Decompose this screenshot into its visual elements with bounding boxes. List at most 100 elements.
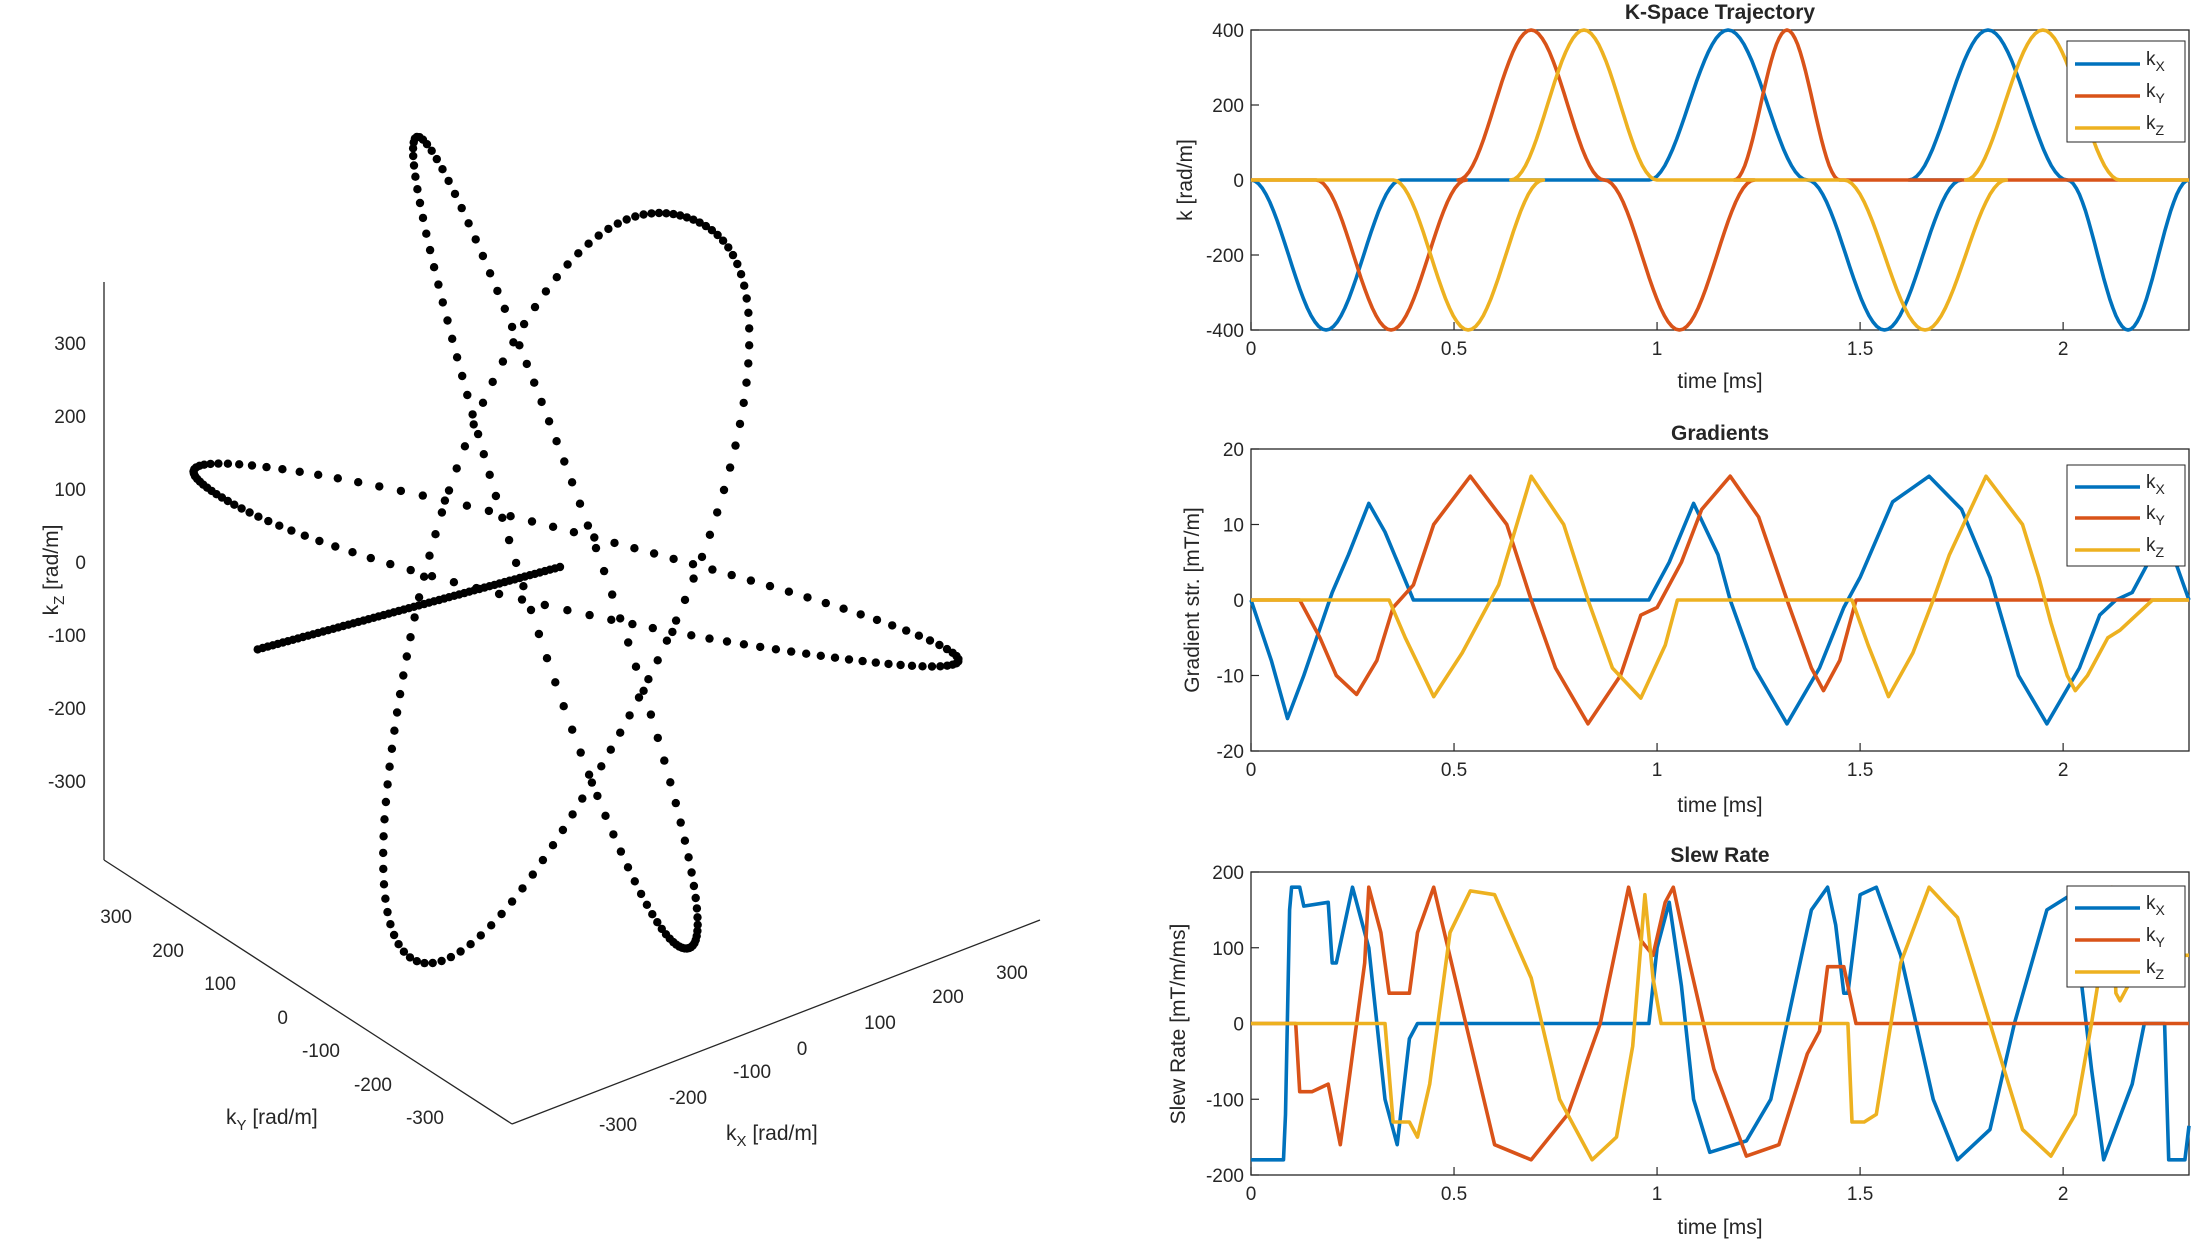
- trajectory-point: [599, 566, 609, 576]
- trajectory-point: [544, 417, 554, 426]
- trajectory-point: [223, 459, 233, 468]
- trajectory-point: [918, 662, 927, 671]
- legend-entry-kx: kX: [2146, 472, 2166, 497]
- trajectory-point: [671, 798, 680, 808]
- trajectory-point: [432, 154, 441, 164]
- trajectory-point: [206, 459, 215, 469]
- trajectory-point: [871, 658, 880, 667]
- trajectory-point: [448, 334, 457, 343]
- x-tick-label: 200: [932, 987, 964, 1008]
- trajectory-point: [692, 904, 702, 913]
- trajectory-point: [684, 853, 693, 862]
- trajectory-point: [478, 251, 488, 261]
- trajectory-point: [623, 863, 633, 872]
- trajectory-point: [314, 470, 323, 479]
- trajectory-point: [466, 940, 475, 949]
- trajectory-point: [389, 930, 399, 940]
- trajectory-point: [511, 558, 521, 568]
- trajectory-point: [498, 513, 507, 522]
- legend-box: [2066, 885, 2186, 988]
- trajectory-point: [642, 900, 652, 909]
- trajectory-point: [354, 478, 363, 487]
- trajectory-point: [558, 825, 568, 835]
- trajectory-point: [247, 461, 257, 470]
- trajectory-point: [739, 398, 748, 408]
- trajectory-point: [519, 582, 528, 591]
- trajectory-point: [437, 508, 447, 517]
- trajectory-point: [427, 146, 436, 155]
- y-tick-label: 0: [1233, 1015, 1244, 1036]
- z-tick-label: -200: [48, 699, 86, 720]
- y-tick-label: -100: [1206, 1090, 1244, 1111]
- y-tick-label: -200: [354, 1075, 392, 1096]
- trajectory-point: [530, 378, 539, 387]
- trajectory-point: [375, 482, 384, 491]
- trajectory-point: [468, 410, 477, 419]
- trajectory-point: [568, 810, 577, 819]
- trajectory-point: [414, 593, 424, 602]
- trajectory-point: [802, 649, 811, 658]
- trajectory-point: [476, 931, 485, 940]
- y-tick-label: 100: [1212, 939, 1244, 960]
- trajectory-point: [935, 640, 944, 650]
- trajectory-point: [406, 633, 415, 642]
- z-tick-label: 100: [54, 480, 86, 501]
- trajectory-point: [245, 508, 254, 517]
- x-axis-label: time [ms]: [1677, 794, 1762, 817]
- trajectory-point: [648, 623, 657, 633]
- trajectory-point: [925, 636, 935, 645]
- y-axis-label: Gradient str. [mT/m]: [1181, 507, 1204, 693]
- trajectory-point: [687, 868, 696, 877]
- trajectory-point: [682, 213, 692, 222]
- trajectory-point: [519, 319, 529, 329]
- trajectory-point: [548, 522, 558, 531]
- trajectory-point: [745, 341, 754, 350]
- trajectory-point: [856, 610, 865, 619]
- z-tick-label: -100: [48, 626, 86, 647]
- trajectory-point: [608, 590, 617, 599]
- trajectory-point: [537, 397, 546, 407]
- trajectory-point: [379, 880, 389, 889]
- legend: kX kY kZ: [2066, 464, 2186, 567]
- y-tick-label: 200: [1212, 96, 1244, 117]
- trajectory-point: [253, 645, 262, 654]
- trajectory-point: [473, 429, 483, 439]
- legend-entry-kz: kZ: [2146, 957, 2165, 982]
- series-line-ky: [1251, 474, 2189, 726]
- trajectory-point: [654, 208, 664, 218]
- z-tick-label: -300: [48, 772, 86, 793]
- y-tick-label: 400: [1212, 21, 1244, 42]
- plot-title: Slew Rate: [1670, 844, 1769, 867]
- y-tick-label: 0: [1233, 171, 1244, 192]
- y-tick-label: 20: [1223, 440, 1244, 461]
- kspace-trajectory-plot: K-Space Trajectory time [ms] k [rad/m] 0…: [1174, 1, 2190, 393]
- x-axis-line: [511, 919, 1041, 1125]
- trajectory-point: [484, 506, 494, 516]
- trajectory-point: [542, 654, 552, 663]
- trajectory-point: [379, 832, 388, 841]
- trajectory-point: [498, 357, 508, 366]
- z-axis-label: kZ [rad/m]: [40, 525, 68, 616]
- trajectory-point: [458, 371, 467, 381]
- trajectory-point: [538, 855, 548, 865]
- trajectory-point: [509, 338, 518, 347]
- trajectory-point: [639, 210, 648, 219]
- trajectory-point: [739, 640, 749, 649]
- trajectory-point: [616, 847, 626, 856]
- y-tick-label: -200: [1206, 246, 1244, 267]
- trajectory-point: [708, 565, 717, 574]
- trajectory-point: [724, 243, 733, 252]
- trajectory-point: [485, 470, 494, 479]
- trajectory-point: [506, 512, 515, 521]
- trajectory-point: [507, 322, 517, 332]
- y-tick-label: 0: [1233, 591, 1244, 612]
- trajectory-point: [872, 615, 882, 625]
- trajectory-point: [456, 947, 465, 956]
- trajectory-point: [728, 250, 738, 260]
- trajectory-point: [534, 629, 544, 639]
- y-tick-label: 200: [152, 941, 184, 962]
- trajectory-point: [648, 910, 657, 919]
- trajectory-point: [896, 660, 905, 670]
- trajectory-point: [463, 390, 472, 400]
